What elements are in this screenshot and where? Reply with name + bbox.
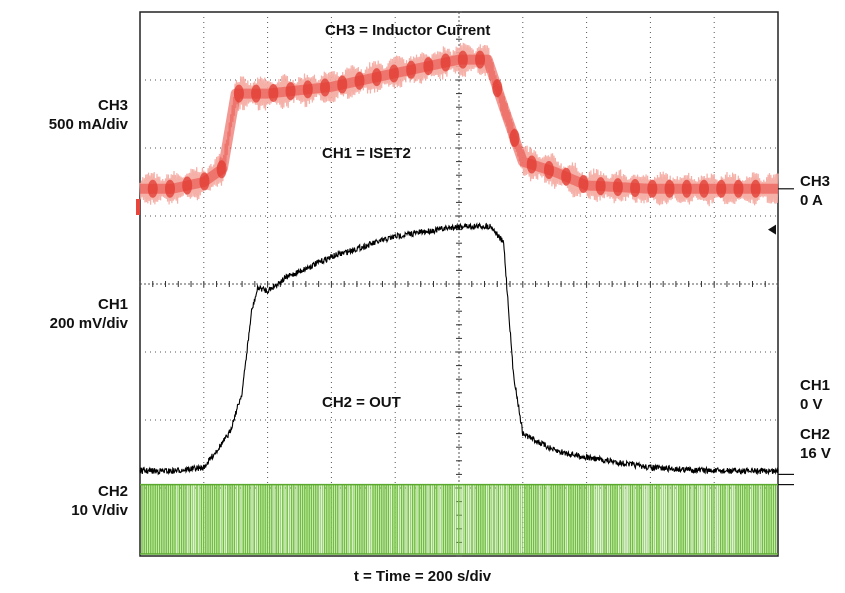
ch3-ripple-blob xyxy=(475,50,486,69)
ch1-zero-label: CH1 0 V xyxy=(800,376,830,414)
ch1-trace-label: CH1 = ISET2 xyxy=(322,145,411,162)
ch3-ripple-blob xyxy=(647,179,658,198)
ch1-trace xyxy=(139,222,779,476)
x-axis-label: t = Time = 200 s/div xyxy=(353,568,492,585)
ch3-ripple-blob xyxy=(561,167,572,186)
ch3-ripple-blob xyxy=(578,175,589,194)
ch3-ripple-blob xyxy=(371,68,382,87)
ch1-id: CH1 xyxy=(97,296,128,313)
ch3-trace-label: CH3 = Inductor Current xyxy=(325,22,491,39)
ch1-zero-id: CH1 xyxy=(800,377,831,394)
ch3-ripple-blob xyxy=(406,60,417,79)
ch3-ripple-blob xyxy=(630,178,641,197)
ch3-zero-label: CH3 0 A xyxy=(800,172,830,210)
ch3-id: CH3 xyxy=(97,97,128,114)
ch3-scale-label: CH3 500 mA/div xyxy=(0,96,128,134)
ch3-ripple-blob xyxy=(698,179,709,198)
trigger-level-marker xyxy=(768,224,776,235)
ch3-ripple-blob xyxy=(664,179,675,198)
ch3-ripple-blob xyxy=(251,84,262,103)
ch3-ripple-blob xyxy=(233,84,244,103)
ch3-ripple-blob xyxy=(733,179,744,198)
ch3-ripple-blob xyxy=(268,83,279,102)
ch3-ripple-blob xyxy=(147,179,158,198)
ch3-ripple-blob xyxy=(354,71,365,90)
ch3-ripple-blob xyxy=(302,80,313,99)
ch1-scale-label: CH1 200 mV/div xyxy=(0,295,128,333)
ch3-ripple-blob xyxy=(595,177,606,196)
ch2-zero-label: CH2 16 V xyxy=(800,425,831,463)
ch3-ripple-blob xyxy=(750,179,761,198)
ch3-ripple-blob xyxy=(681,179,692,198)
ch3-ripple-blob xyxy=(216,160,227,179)
ch3-zero-id: CH3 xyxy=(800,173,831,190)
ch3-ripple-blob xyxy=(388,64,399,83)
ch3-ripple-blob xyxy=(182,176,193,195)
ch2-zero-value: 16 V xyxy=(800,445,831,462)
ch3-ripple-blob xyxy=(526,155,537,174)
ch3-ripple-blob xyxy=(457,50,468,69)
ch3-ripple-blob xyxy=(164,179,175,198)
ch3-ripple-blob xyxy=(716,179,727,198)
ch3-ripple-blob xyxy=(423,57,434,76)
ch3-ripple-blob xyxy=(492,79,503,98)
ch3-ripple-blob xyxy=(337,75,348,94)
ch3-ripple-blob xyxy=(612,178,623,197)
ch3-ripple-blob xyxy=(440,53,451,72)
ch3-ripple-blob xyxy=(285,82,296,101)
ch1-scale: 200 mV/div xyxy=(49,315,128,332)
ch1-zero-value: 0 V xyxy=(800,396,823,413)
ch2-scale-label: CH2 10 V/div xyxy=(0,482,128,520)
ch2-zero-id: CH2 xyxy=(800,426,831,443)
ch2-id: CH2 xyxy=(97,483,128,500)
ch3-ripple-blob xyxy=(320,78,331,97)
ch3-ripple-blob xyxy=(543,160,554,179)
ch2-scale: 10 V/div xyxy=(71,502,128,519)
ch3-ripple-blob xyxy=(199,172,210,191)
ch3-zero-value: 0 A xyxy=(800,192,823,209)
ch2-trace-label: CH2 = OUT xyxy=(322,394,401,411)
ch3-ripple-blob xyxy=(509,129,520,148)
ch3-scale: 500 mA/div xyxy=(48,116,128,133)
ch3-left-marker xyxy=(136,199,140,215)
